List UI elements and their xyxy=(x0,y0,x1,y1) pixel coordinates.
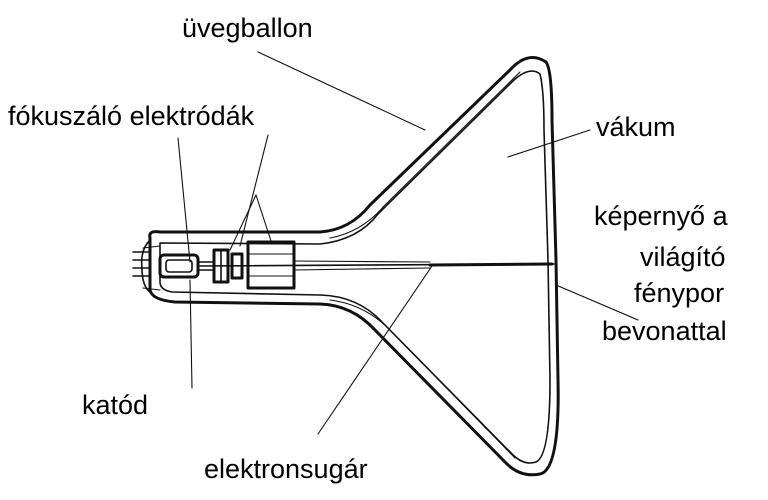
glass-envelope xyxy=(148,56,560,477)
leader-focus-2 xyxy=(239,134,269,247)
leader-focus-1 xyxy=(177,137,191,263)
label-screen-line4: bevonattal xyxy=(602,316,727,346)
leader-cathode xyxy=(189,279,193,389)
label-vacuum: vákum xyxy=(596,112,676,142)
leader-vacuum xyxy=(507,129,591,158)
leader-lines xyxy=(177,51,639,435)
label-screen-line1: képernyő a xyxy=(594,201,729,231)
label-glass-bulb: üvegballon xyxy=(182,13,313,43)
cathode-assembly xyxy=(158,253,215,279)
label-focusing-electrodes: fókuszáló elektródák xyxy=(8,101,255,131)
leader-focus-4 xyxy=(229,194,257,251)
leader-focus-3 xyxy=(255,194,273,245)
label-cathode: katód xyxy=(82,390,148,420)
tube-base xyxy=(132,239,161,293)
electron-beam xyxy=(199,260,555,271)
leader-electron-beam xyxy=(317,265,433,435)
label-screen-line2: világító xyxy=(640,242,726,272)
label-electron-beam: elektronsugár xyxy=(204,454,368,484)
leader-screen xyxy=(555,284,639,321)
label-screen-line3: fénypor xyxy=(634,278,724,308)
leader-glass-bulb xyxy=(257,51,426,131)
